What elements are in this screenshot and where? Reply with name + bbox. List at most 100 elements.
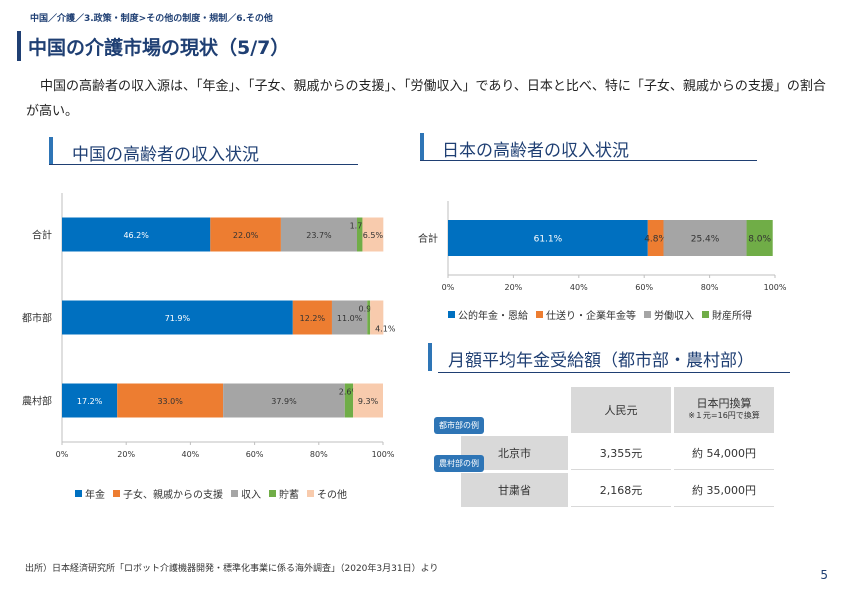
legend-label: 年金 xyxy=(85,490,105,501)
bar-segment xyxy=(62,300,293,335)
legend-label: 労働収入 xyxy=(654,311,694,322)
legend-label: 貯蓄 xyxy=(279,490,299,501)
x-tick-label: 0% xyxy=(442,283,455,292)
data-label: 25.4% xyxy=(691,235,720,245)
legend-label: 収入 xyxy=(241,490,261,501)
legend-swatch xyxy=(536,311,543,318)
japan-section-underline xyxy=(420,160,757,161)
legend-item: その他 xyxy=(307,486,347,501)
page-title: 中国の介護市場の現状（5/7） xyxy=(28,37,290,59)
china-section-accent xyxy=(49,137,53,165)
pension-table: 人民元 日本円換算 ※１元=16円で換算 北京市 3,355元 約 54,000… xyxy=(458,384,777,510)
data-label: 61.1% xyxy=(534,235,563,245)
rural-example-tag: 農村部の例 xyxy=(434,455,484,472)
bar-segment xyxy=(353,383,383,418)
legend-swatch xyxy=(644,311,651,318)
data-label: 37.9% xyxy=(271,397,297,406)
china-income-chart: 0% 20% 40% 60% 80% 100% 合計 46.2% 22.0% 23.7% 1.7%6… xyxy=(22,193,396,459)
x-tick-label: 80% xyxy=(701,283,719,292)
table-header-row: 人民元 日本円換算 ※１元=16円で換算 xyxy=(461,387,774,433)
legend-swatch xyxy=(113,490,120,497)
bar-segment xyxy=(647,220,664,256)
lead-text: 中国の高齢者の収入源は、「年金」、「子女、親戚からの支援」、「労働収入」であり、… xyxy=(26,79,826,119)
legend-item: 労働収入 xyxy=(644,307,694,322)
data-label: 4.8% xyxy=(644,235,667,245)
data-label: 9.3% xyxy=(358,397,379,406)
bar-segment xyxy=(210,217,281,252)
data-label: 46.2% xyxy=(123,231,149,240)
legend-label: その他 xyxy=(317,490,347,501)
japan-chart-legend: 公的年金・恩給 仕送り・企業年金等 労働収入 財産所得 xyxy=(448,307,760,322)
category-label: 合計 xyxy=(418,232,438,245)
x-tick-label: 100% xyxy=(764,283,787,292)
urban-example-tag: 都市部の例 xyxy=(434,417,484,434)
data-label: 33.0% xyxy=(157,397,183,406)
category-label: 農村部 xyxy=(22,395,52,408)
japan-income-chart: 0% 20% 40% 60% 80% 100% 合計 61.1% 4.8% 25.4% 8.0% xyxy=(418,201,787,292)
pension-section-accent xyxy=(428,343,432,371)
table-row: 甘粛省 2,168元 約 35,000円 xyxy=(461,473,774,507)
data-label: 4.1% xyxy=(375,325,396,334)
legend-label: 仕送り・企業年金等 xyxy=(546,311,636,322)
header-jpy: 日本円換算 ※１元=16円で換算 xyxy=(674,387,774,433)
legend-label: 公的年金・恩給 xyxy=(458,311,528,322)
title-accent-bar xyxy=(17,31,21,61)
x-tick-label: 20% xyxy=(117,450,135,459)
jpy-cell: 約 54,000円 xyxy=(674,436,774,470)
bar-segment xyxy=(62,217,211,252)
legend-item: 財産所得 xyxy=(702,307,752,322)
china-section-title: 中国の高齢者の収入状況 xyxy=(72,145,259,165)
bar-segment xyxy=(663,220,747,256)
data-label: 22.0% xyxy=(233,231,259,240)
legend-swatch xyxy=(307,490,314,497)
legend-item: 公的年金・恩給 xyxy=(448,307,528,322)
bar-segment xyxy=(448,220,648,256)
data-label: 11.0% xyxy=(337,314,363,323)
bar-segment xyxy=(367,300,371,335)
jpy-cell: 約 35,000円 xyxy=(674,473,774,507)
category-label: 合計 xyxy=(32,229,52,242)
legend-item: 仕送り・企業年金等 xyxy=(536,307,636,322)
legend-swatch xyxy=(75,490,82,497)
bar-segment xyxy=(62,383,118,418)
bar-segment xyxy=(292,300,332,335)
pension-table-wrapper: 人民元 日本円換算 ※１元=16円で換算 北京市 3,355元 約 54,000… xyxy=(458,384,777,510)
page-number: 5 xyxy=(820,568,828,582)
bar-segment xyxy=(117,383,224,418)
legend-swatch xyxy=(702,311,709,318)
legend-item: 収入 xyxy=(231,486,261,501)
data-label: 1.7% xyxy=(350,222,371,231)
bar-segment xyxy=(362,217,384,252)
x-tick-label: 80% xyxy=(310,450,328,459)
x-tick-label: 0% xyxy=(56,450,69,459)
x-tick-label: 60% xyxy=(635,283,653,292)
header-jpy-note: ※１元=16円で換算 xyxy=(688,411,760,420)
japan-section-title: 日本の高齢者の収入状況 xyxy=(442,141,629,161)
bar-segment xyxy=(223,383,345,418)
data-label: 23.7% xyxy=(306,231,332,240)
bar-segment xyxy=(370,300,384,335)
rmb-cell: 2,168元 xyxy=(571,473,671,507)
bar-segment xyxy=(280,217,357,252)
legend-swatch xyxy=(231,490,238,497)
legend-item: 子女、親戚からの支援 xyxy=(113,486,223,501)
data-label: 12.2% xyxy=(300,314,326,323)
legend-swatch xyxy=(269,490,276,497)
x-tick-label: 40% xyxy=(570,283,588,292)
data-label: 2.6% xyxy=(339,388,360,397)
bar-segment xyxy=(746,220,773,256)
x-tick-label: 40% xyxy=(182,450,200,459)
x-tick-label: 100% xyxy=(372,450,395,459)
source-note: 出所）日本経済研究所「ロボット介護機器開発・標準化事業に係る海外調査」（2020… xyxy=(25,564,439,574)
data-label: 0.9% xyxy=(359,305,380,314)
legend-label: 財産所得 xyxy=(712,311,752,322)
city-cell: 甘粛省 xyxy=(461,473,568,507)
legend-item: 貯蓄 xyxy=(269,486,299,501)
rmb-cell: 3,355元 xyxy=(571,436,671,470)
pension-section-title: 月額平均年金受給額（都市部・農村部） xyxy=(448,351,754,371)
data-label: 6.5% xyxy=(363,231,384,240)
header-jpy-label: 日本円換算 xyxy=(696,397,752,410)
pension-section-underline xyxy=(438,372,790,373)
bar-segment xyxy=(331,300,368,335)
category-label: 都市部 xyxy=(22,312,52,325)
